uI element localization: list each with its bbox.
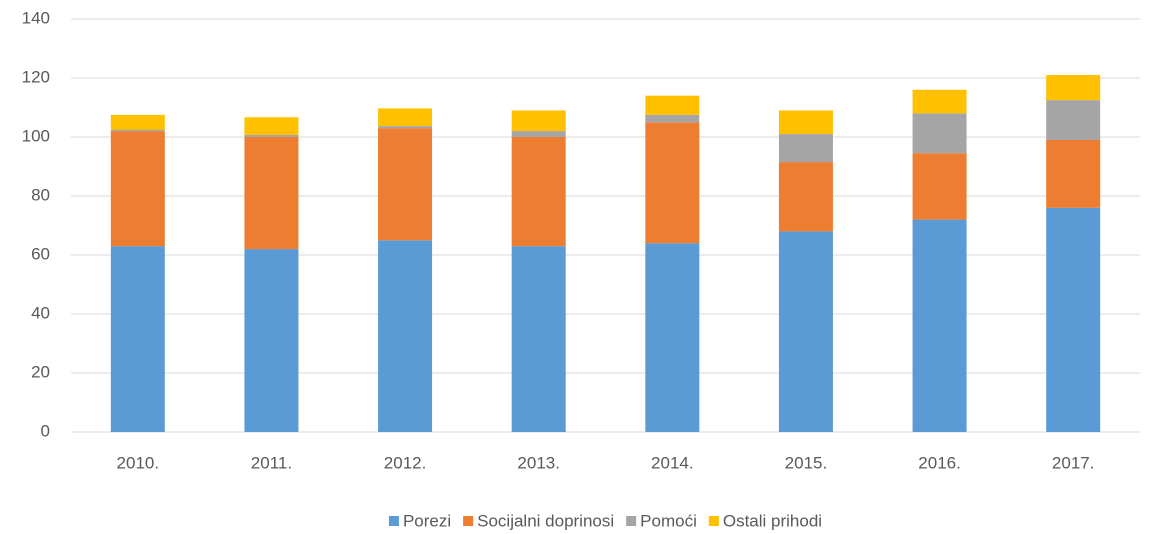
legend-label: Socijalni doprinosi	[477, 511, 614, 530]
bar-segment	[1046, 75, 1101, 101]
bar-segment	[244, 134, 299, 137]
bar-segment	[645, 95, 700, 115]
legend-swatch	[388, 516, 399, 526]
bar-segment	[912, 219, 967, 432]
x-tick-label: 2015.	[785, 453, 828, 472]
y-tick-label: 80	[31, 185, 50, 204]
bar-segment	[778, 162, 833, 232]
y-tick-label: 40	[31, 303, 50, 322]
bar-segment	[1046, 139, 1101, 208]
bar-segment	[912, 89, 967, 114]
bar-segment	[110, 129, 165, 132]
x-tick-label: 2011.	[251, 453, 292, 472]
bar-segment	[912, 113, 967, 154]
legend-label: Pomoći	[640, 511, 697, 530]
bar-segment	[378, 108, 433, 127]
bar-segment	[645, 122, 700, 244]
bar-segment	[110, 246, 165, 432]
bar-segment	[110, 131, 165, 247]
y-tick-label: 0	[41, 421, 50, 440]
legend-swatch	[708, 516, 719, 526]
bar-segment	[645, 243, 700, 432]
legend-label: Ostali prihodi	[723, 511, 822, 530]
bar-segment	[378, 126, 433, 129]
x-tick-label: 2014.	[651, 453, 694, 472]
legend-label: Porezi	[403, 511, 451, 530]
bar-segment	[244, 137, 299, 250]
x-tick-label: 2017.	[1052, 453, 1095, 472]
y-tick-label: 20	[31, 362, 50, 381]
x-tick-label: 2016.	[918, 453, 961, 472]
y-tick-label: 60	[31, 244, 50, 263]
bar-segment	[511, 131, 566, 137]
bar-segment	[378, 240, 433, 432]
bar-segment	[778, 110, 833, 135]
bar-segment	[912, 153, 967, 220]
bar-segment	[244, 249, 299, 432]
y-tick-label: 120	[22, 67, 50, 86]
legend-swatch	[626, 516, 637, 526]
y-tick-label: 140	[22, 8, 50, 27]
legend-swatch	[463, 516, 474, 526]
bar-segment	[778, 134, 833, 163]
bar-segment	[1046, 207, 1101, 432]
bar-segment	[645, 114, 700, 123]
bar-segment	[244, 117, 299, 135]
bar-segment	[511, 137, 566, 247]
x-tick-label: 2010.	[117, 453, 160, 472]
bar-segment	[778, 231, 833, 432]
y-tick-label: 100	[22, 126, 50, 145]
bar-segment	[511, 110, 566, 132]
bar-segment	[110, 114, 165, 130]
x-tick-label: 2013.	[517, 453, 560, 472]
bar-segment	[511, 246, 566, 432]
bar-segment	[378, 128, 433, 241]
x-tick-label: 2012.	[384, 453, 427, 472]
bar-segment	[1046, 100, 1101, 140]
